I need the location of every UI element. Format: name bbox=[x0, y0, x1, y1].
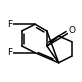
Text: O: O bbox=[68, 26, 75, 35]
Text: F: F bbox=[7, 20, 13, 29]
Text: F: F bbox=[7, 48, 13, 57]
